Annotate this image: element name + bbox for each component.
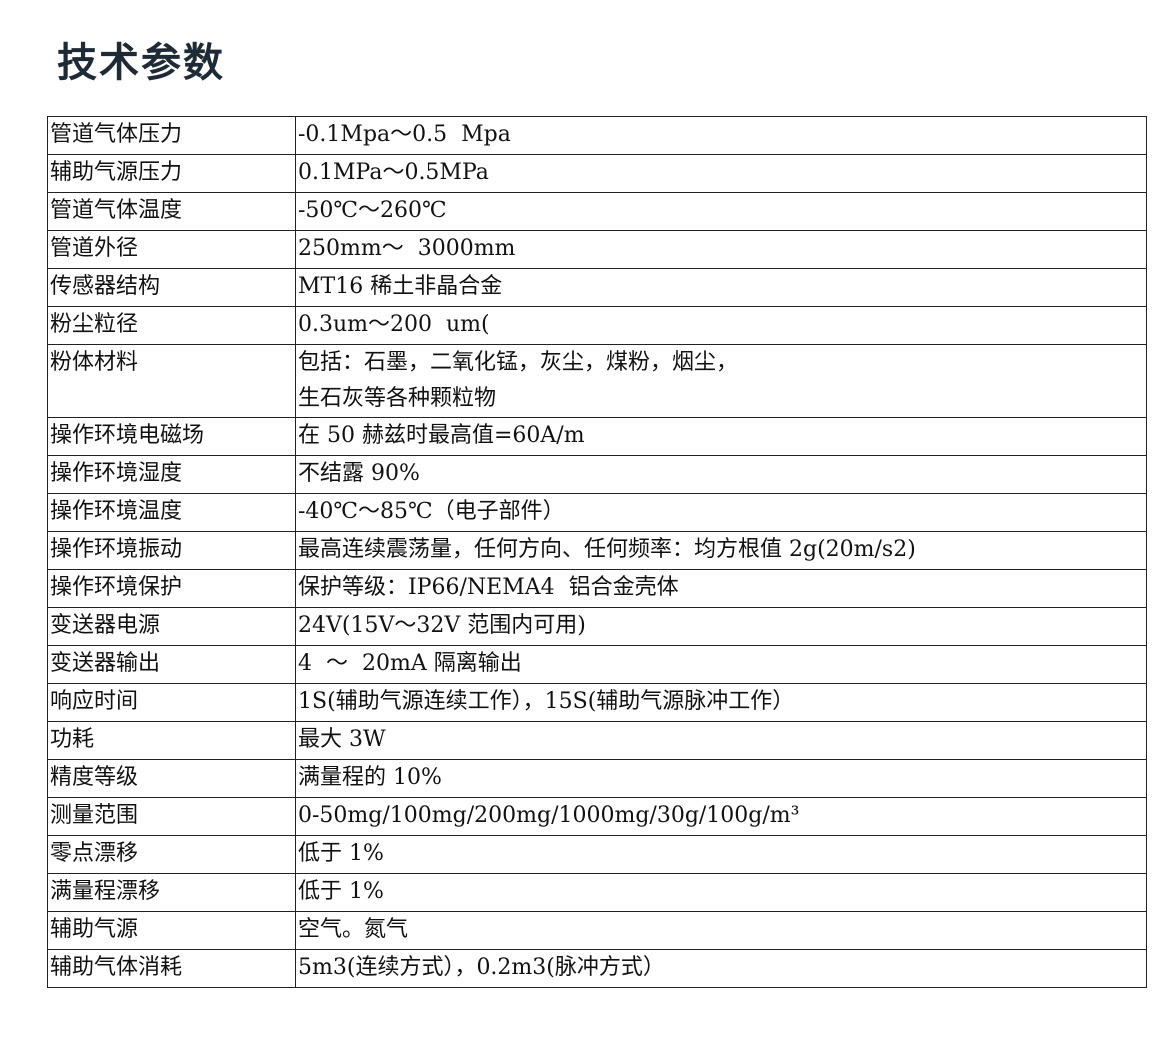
- spec-value: -0.1Mpa～0.5 Mpa: [295, 116, 1147, 155]
- spec-value: 空气。氮气: [295, 911, 1147, 950]
- spec-row: 满量程漂移 低于 1%: [47, 873, 1147, 912]
- spec-row: 辅助气体消耗 5m3(连续方式），0.2m3(脉冲方式）: [47, 949, 1147, 988]
- spec-row: 操作环境温度 -40℃～85℃（电子部件）: [47, 493, 1147, 532]
- spec-value: -40℃～85℃（电子部件）: [295, 493, 1147, 532]
- spec-value: 满量程的 10%: [295, 759, 1147, 798]
- spec-value: 4 ～ 20mA 隔离输出: [295, 645, 1147, 684]
- spec-value: 不结露 90%: [295, 455, 1147, 494]
- spec-value: 1S(辅助气源连续工作），15S(辅助气源脉冲工作）: [295, 683, 1147, 722]
- spec-row: 操作环境振动 最高连续震荡量，任何方向、任何频率：均方根值 2g(20m/s2): [47, 531, 1147, 570]
- spec-value: 0-50mg/100mg/200mg/1000mg/30g/100g/m³: [295, 797, 1147, 836]
- spec-row: 辅助气源压力 0.1MPa～0.5MPa: [47, 154, 1147, 193]
- spec-row: 粉尘粒径 0.3um～200 um(: [47, 306, 1147, 345]
- spec-label: 粉尘粒径: [47, 306, 296, 345]
- spec-row: 粉体材料 包括：石墨，二氧化锰，灰尘，煤粉，烟尘， 生石灰等各种颗粒物: [47, 344, 1147, 418]
- spec-row: 零点漂移 低于 1%: [47, 835, 1147, 874]
- spec-row: 操作环境保护 保护等级：IP66/NEMA4 铝合金壳体: [47, 569, 1147, 608]
- spec-row: 变送器输出 4 ～ 20mA 隔离输出: [47, 645, 1147, 684]
- spec-label: 响应时间: [47, 683, 296, 722]
- spec-label: 操作环境湿度: [47, 455, 296, 494]
- spec-label: 功耗: [47, 721, 296, 760]
- spec-label: 辅助气源压力: [47, 154, 296, 193]
- spec-row: 响应时间 1S(辅助气源连续工作），15S(辅助气源脉冲工作）: [47, 683, 1147, 722]
- spec-value: 低于 1%: [295, 873, 1147, 912]
- spec-label: 管道气体压力: [47, 116, 296, 155]
- spec-label: 传感器结构: [47, 268, 296, 307]
- spec-label: 操作环境保护: [47, 569, 296, 608]
- spec-value: 低于 1%: [295, 835, 1147, 874]
- spec-row: 传感器结构 MT16 稀土非晶合金: [47, 268, 1147, 307]
- spec-row: 辅助气源 空气。氮气: [47, 911, 1147, 950]
- spec-label: 变送器电源: [47, 607, 296, 646]
- spec-label: 管道气体温度: [47, 192, 296, 231]
- spec-label: 测量范围: [47, 797, 296, 836]
- spec-label: 操作环境振动: [47, 531, 296, 570]
- spec-value: 0.3um～200 um(: [295, 306, 1147, 345]
- spec-value: -50℃～260℃: [295, 192, 1147, 231]
- spec-value: 5m3(连续方式），0.2m3(脉冲方式）: [295, 949, 1147, 988]
- spec-row: 操作环境电磁场在 50 赫兹时最高值=60A/m: [47, 417, 1147, 456]
- spec-value: 最大 3W: [295, 721, 1147, 760]
- spec-row: 管道气体压力 -0.1Mpa～0.5 Mpa: [47, 116, 1147, 155]
- spec-row: 变送器电源 24V(15V～32V 范围内可用): [47, 607, 1147, 646]
- spec-row: 操作环境湿度 不结露 90%: [47, 455, 1147, 494]
- spec-label: 粉体材料: [47, 344, 296, 418]
- title: 技术参数: [57, 40, 225, 86]
- spec-value: 250mm～ 3000mm: [295, 230, 1147, 269]
- spec-label: 管道外径: [47, 230, 296, 269]
- spec-label: 精度等级: [47, 759, 296, 798]
- spec-label: 零点漂移: [47, 835, 296, 874]
- spec-label: 辅助气体消耗: [47, 949, 296, 988]
- spec-value: 0.1MPa～0.5MPa: [295, 154, 1147, 193]
- spec-value: 保护等级：IP66/NEMA4 铝合金壳体: [295, 569, 1147, 608]
- spec-label: 辅助气源: [47, 911, 296, 950]
- spec-label: 满量程漂移: [47, 873, 296, 912]
- spec-row: 测量范围 0-50mg/100mg/200mg/1000mg/30g/100g/m…: [47, 797, 1147, 836]
- spec-table: 管道气体压力 -0.1Mpa～0.5 Mpa 辅助气源压力 0.1MPa～0.5MPa…: [47, 116, 1147, 988]
- spec-value: MT16 稀土非晶合金: [295, 268, 1147, 307]
- spec-value: 包括：石墨，二氧化锰，灰尘，煤粉，烟尘， 生石灰等各种颗粒物: [295, 344, 1147, 418]
- spec-row: 功耗 最大 3W: [47, 721, 1147, 760]
- spec-label: 操作环境温度: [47, 493, 296, 532]
- spec-row: 精度等级 满量程的 10%: [47, 759, 1147, 798]
- spec-row: 管道气体温度 -50℃～260℃: [47, 192, 1147, 231]
- spec-label: 操作环境电磁场: [47, 417, 296, 456]
- spec-value: 在 50 赫兹时最高值=60A/m: [295, 417, 1147, 456]
- spec-value: 最高连续震荡量，任何方向、任何频率：均方根值 2g(20m/s2): [295, 531, 1147, 570]
- spec-label: 变送器输出: [47, 645, 296, 684]
- spec-value: 24V(15V～32V 范围内可用): [295, 607, 1147, 646]
- spec-row: 管道外径 250mm～ 3000mm: [47, 230, 1147, 269]
